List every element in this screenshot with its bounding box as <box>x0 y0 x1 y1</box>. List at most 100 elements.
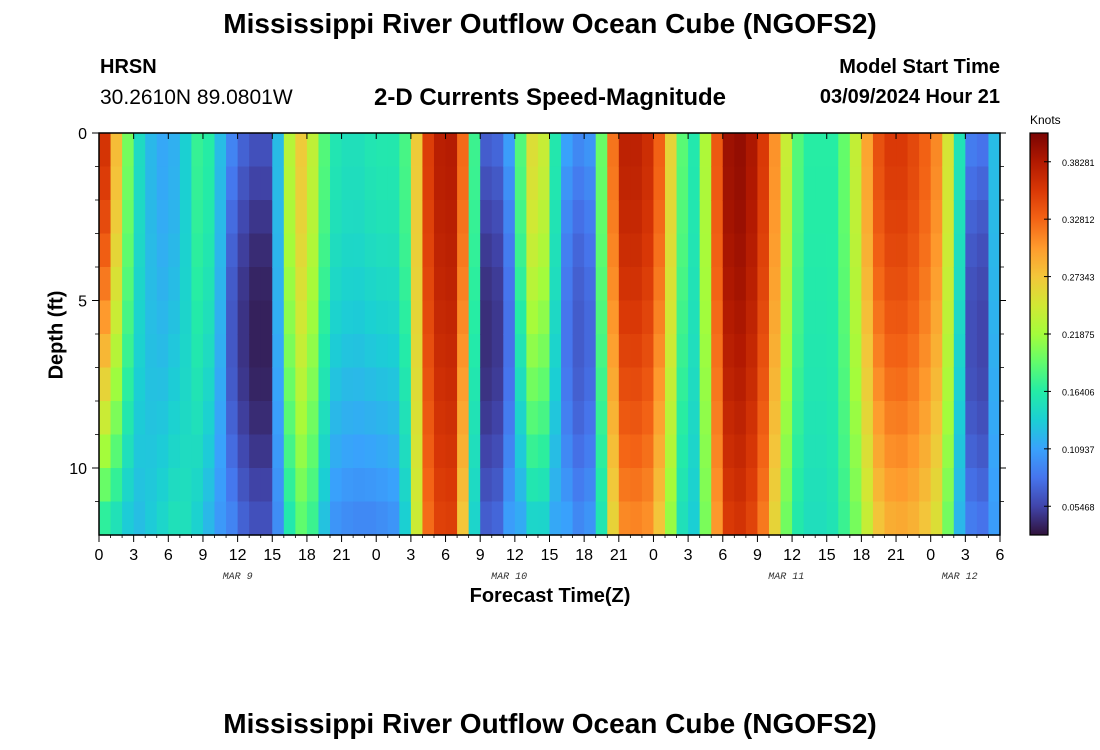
heatmap-cell <box>884 334 897 369</box>
heatmap-cell <box>757 200 770 235</box>
heatmap-cell <box>410 300 424 335</box>
heatmap-cell <box>491 300 504 335</box>
heatmap-cell <box>953 401 966 436</box>
heatmap-cell <box>99 133 112 168</box>
heatmap-cell <box>838 300 851 335</box>
heatmap-cell <box>676 166 689 201</box>
heatmap-cell <box>780 468 793 503</box>
heatmap-cell <box>364 434 377 469</box>
heatmap-cell <box>145 401 158 436</box>
heatmap-cell <box>549 501 562 536</box>
heatmap-cell <box>491 367 504 402</box>
colorbar-tick-label: 0.27343 <box>1062 273 1095 283</box>
heatmap-cell <box>306 300 320 335</box>
heatmap-cell <box>353 300 366 335</box>
heatmap-cell <box>480 166 493 201</box>
heatmap-cell <box>549 233 562 268</box>
heatmap-cell <box>272 267 285 302</box>
heatmap-cell <box>122 468 135 503</box>
heatmap-cell <box>896 468 909 503</box>
heatmap-cell <box>953 367 966 402</box>
heatmap-cell <box>330 300 343 335</box>
heatmap-cell <box>99 468 112 503</box>
heatmap-cell <box>399 468 412 503</box>
heatmap-cell <box>665 267 678 302</box>
heatmap-cell <box>549 200 562 235</box>
heatmap-cell <box>249 367 262 402</box>
heatmap-cell <box>572 367 585 402</box>
heatmap-cell <box>295 501 308 536</box>
heatmap-cell <box>711 401 724 436</box>
heatmap-cell <box>399 334 412 369</box>
heatmap-cell <box>953 166 966 201</box>
heatmap-cell <box>99 233 112 268</box>
heatmap-cell <box>630 367 643 402</box>
heatmap-cell <box>260 401 273 436</box>
heatmap-cell <box>838 133 851 168</box>
heatmap-cell <box>595 501 608 536</box>
heatmap-cell <box>433 468 447 503</box>
heatmap-cell <box>745 300 759 335</box>
heatmap-cell <box>272 166 285 201</box>
heatmap-cell <box>272 300 285 335</box>
heatmap-cell <box>907 300 920 335</box>
heatmap-cell <box>503 501 516 536</box>
heatmap-cell <box>872 468 886 503</box>
heatmap-cell <box>976 367 990 402</box>
heatmap-cell <box>849 233 862 268</box>
heatmap-cell <box>445 267 458 302</box>
heatmap-cell <box>930 334 943 369</box>
heatmap-cell <box>202 334 216 369</box>
heatmap-cell <box>122 300 135 335</box>
heatmap-cell <box>988 434 1001 469</box>
heatmap-cell <box>930 401 943 436</box>
heatmap-cell <box>306 200 320 235</box>
heatmap-cell <box>734 367 747 402</box>
heatmap-cell <box>468 300 481 335</box>
heatmap-cell <box>433 434 447 469</box>
heatmap-cell <box>99 367 112 402</box>
heatmap-cell <box>942 334 955 369</box>
heatmap-cell <box>260 501 273 536</box>
heatmap-cell <box>757 468 770 503</box>
heatmap-cell <box>364 233 377 268</box>
heatmap-cell <box>110 166 123 201</box>
heatmap-cell <box>330 367 343 402</box>
heatmap-cell <box>919 468 932 503</box>
heatmap-cell <box>156 468 169 503</box>
heatmap-cell <box>561 200 574 235</box>
heatmap-cell <box>630 434 643 469</box>
heatmap-cell <box>283 501 296 536</box>
heatmap-cell <box>168 367 181 402</box>
heatmap-cell <box>641 367 655 402</box>
heatmap-cell <box>699 401 712 436</box>
date-label: MAR 10 <box>491 572 527 583</box>
heatmap-cell <box>549 468 562 503</box>
heatmap-cell <box>653 300 666 335</box>
heatmap-cell <box>122 166 135 201</box>
heatmap-cell <box>399 367 412 402</box>
heatmap-cell <box>907 334 920 369</box>
heatmap-cell <box>884 434 897 469</box>
heatmap-cell <box>214 401 227 436</box>
heatmap-cell <box>457 501 470 536</box>
x-tick-label: 0 <box>649 547 658 564</box>
heatmap-cell <box>803 133 816 168</box>
heatmap-cell <box>422 501 435 536</box>
heatmap-cell <box>376 200 389 235</box>
heatmap-cell <box>537 434 551 469</box>
colorbar-tick-label: 0.05468 <box>1062 502 1095 512</box>
heatmap-cell <box>237 334 250 369</box>
heatmap-cell <box>734 468 747 503</box>
heatmap-cell <box>561 334 574 369</box>
heatmap-cell <box>156 334 169 369</box>
heatmap-cell <box>387 300 400 335</box>
heatmap-cell <box>376 267 389 302</box>
heatmap-cell <box>99 200 112 235</box>
heatmap-cell <box>480 133 493 168</box>
heatmap-cell <box>457 200 470 235</box>
heatmap-cell <box>457 166 470 201</box>
heatmap-cell <box>630 501 643 536</box>
heatmap-cell <box>584 166 597 201</box>
heatmap-cell <box>665 200 678 235</box>
